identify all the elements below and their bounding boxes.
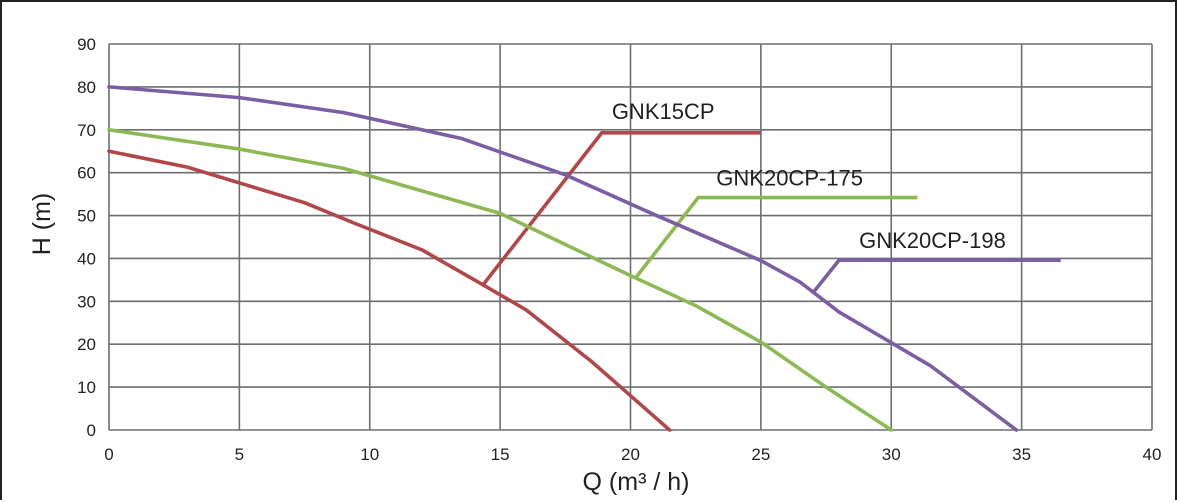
- y-tick-label: 50: [77, 207, 96, 226]
- x-tick-label: 25: [751, 445, 770, 464]
- y-tick-label: 30: [77, 292, 96, 311]
- x-axis-title: Q (m³ / h): [583, 468, 690, 496]
- series-label-gnk20cp-198: GNK20CP-198: [859, 228, 1006, 253]
- series-lines: [107, 85, 1061, 432]
- tick-labels: 0 5 10 15 20 25 30 35 40 0 10 20 30 40 50 60 70 80 90: [77, 35, 1161, 464]
- x-tick-label: 40: [1143, 445, 1162, 464]
- y-tick-label: 80: [77, 78, 96, 97]
- y-tick-label: 20: [77, 335, 96, 354]
- y-tick-label: 0: [87, 421, 96, 440]
- x-tick-label: 10: [360, 445, 379, 464]
- y-tick-label: 70: [77, 121, 96, 140]
- series-line-gnk20cp-198: [107, 85, 1019, 432]
- y-tick-label: 40: [77, 249, 96, 268]
- x-tick-label: 15: [491, 445, 510, 464]
- leader-line-gnk15cp: [480, 130, 761, 288]
- series-line-gnk20cp-175: [107, 127, 894, 432]
- y-tick-label: 60: [77, 164, 96, 183]
- series-labels: GNK15CP GNK20CP-175 GNK20CP-198: [612, 99, 1006, 253]
- y-tick-label: 10: [77, 378, 96, 397]
- x-tick-label: 35: [1012, 445, 1031, 464]
- grid: [108, 43, 1153, 431]
- series-line-gnk15cp: [107, 149, 672, 432]
- y-tick-label: 90: [77, 35, 96, 54]
- series-label-gnk15cp: GNK15CP: [612, 99, 715, 124]
- series-label-gnk20cp-175: GNK20CP-175: [716, 166, 863, 191]
- x-tick-label: 5: [235, 445, 244, 464]
- x-tick-label: 30: [882, 445, 901, 464]
- leader-line-gnk20cp-175: [634, 195, 918, 279]
- leader-line-gnk20cp-198: [811, 258, 1061, 294]
- x-tick-label: 20: [621, 445, 640, 464]
- x-tick-label: 0: [104, 445, 113, 464]
- y-axis-title: H (m): [28, 193, 56, 255]
